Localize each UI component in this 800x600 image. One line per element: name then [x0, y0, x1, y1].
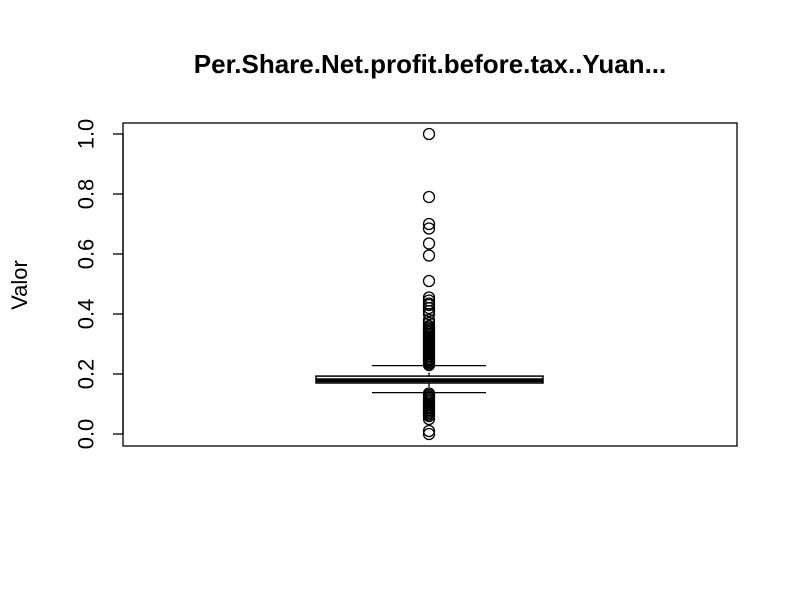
y-tick-label: 0.0: [74, 419, 99, 450]
outlier-point: [422, 298, 436, 312]
outlier-point: [422, 237, 436, 250]
outlier-point: [422, 307, 436, 321]
outlier-point: [422, 217, 436, 231]
y-tick-label: 0.4: [74, 299, 99, 330]
outlier-point: [422, 249, 436, 262]
y-tick-label: 1.0: [74, 119, 99, 150]
chart-title: Per.Share.Net.profit.before.tax..Yuan...: [194, 49, 666, 79]
outlier-point: [422, 222, 436, 235]
y-axis: 0.0 0.2 0.4 0.6 0.8 1.0: [74, 119, 124, 450]
outlier-point: [422, 358, 436, 372]
outlier-point: [422, 301, 436, 315]
outlier-point: [422, 304, 436, 318]
y-tick-label: 0.6: [74, 239, 99, 270]
outlier-point: [422, 274, 436, 288]
y-tick-label: 0.2: [74, 359, 99, 390]
y-axis-label: Valor: [7, 260, 32, 310]
outliers: [422, 127, 436, 441]
outlier-point: [422, 409, 436, 423]
outlier-point: [422, 427, 436, 441]
y-tick-label: 0.8: [74, 179, 99, 210]
outlier-point: [422, 424, 436, 438]
outlier-point: [422, 190, 436, 204]
outlier-point: [422, 127, 436, 141]
outlier-point: [422, 412, 436, 426]
